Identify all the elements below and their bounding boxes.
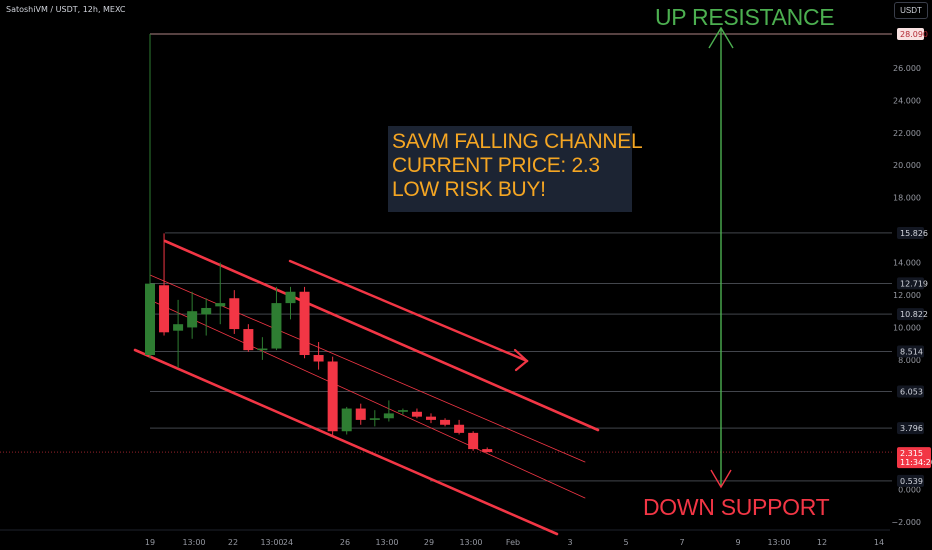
price-tag-label: 15.826 — [900, 229, 928, 238]
candle-body — [257, 348, 268, 351]
x-tick-label: 9 — [735, 538, 740, 547]
y-tick-label: 20.000 — [893, 161, 921, 170]
y-tick-label: 18.000 — [893, 194, 921, 203]
annotation-line-1: SAVM FALLING CHANNEL — [392, 130, 643, 153]
candle-body — [411, 411, 422, 417]
annotation-line-2: CURRENT PRICE: 2.3 — [392, 154, 600, 177]
candle-body — [285, 291, 296, 304]
x-tick-label: 26 — [340, 538, 350, 547]
price-tag-label: 28.090 — [900, 30, 928, 39]
y-tick-label: 22.000 — [893, 129, 921, 138]
x-tick-label: 19 — [145, 538, 155, 547]
price-tag-bg — [897, 385, 924, 398]
x-tick-label: 12 — [817, 538, 827, 547]
down-support-label: DOWN SUPPORT — [643, 494, 830, 520]
current-price-tag-bg — [897, 447, 931, 469]
annotation-box: SAVM FALLING CHANNEL CURRENT PRICE: 2.3 … — [388, 126, 643, 212]
channel-arrowhead — [513, 348, 529, 372]
x-tick-label: 22 — [228, 538, 238, 547]
candle-body — [369, 418, 380, 420]
x-tick-label: 7 — [679, 538, 684, 547]
symbol-label[interactable]: SatoshiVM / USDT, 12h, MEXC — [6, 5, 126, 14]
price-tag-label: 3.796 — [900, 424, 923, 433]
candle-body — [355, 408, 366, 420]
candle-body — [440, 419, 451, 425]
channel-line — [149, 299, 586, 499]
candle-body — [145, 283, 155, 356]
price-tag-bg — [897, 277, 924, 290]
candle-body — [229, 298, 240, 330]
candle-body — [201, 307, 212, 315]
candle-body — [215, 303, 226, 307]
candle-body — [159, 285, 170, 333]
y-tick-label: −2.000 — [891, 518, 921, 527]
price-tag-label: 12.719 — [900, 279, 928, 288]
y-tick-label: 26.000 — [893, 64, 921, 73]
price-tag-bg — [897, 422, 924, 435]
x-tick-label: 14 — [874, 538, 884, 547]
x-tick-label: 13:00 — [260, 538, 283, 547]
candle-body — [454, 424, 465, 433]
y-tick-label: 12.000 — [893, 291, 921, 300]
range-arrow-down-head — [710, 469, 732, 489]
candle-body — [341, 408, 352, 432]
candle-body — [313, 355, 324, 362]
candle-body — [426, 416, 436, 420]
candle-body — [243, 329, 254, 351]
price-tag-bg — [897, 345, 924, 358]
range-arrow-up-head — [708, 26, 734, 49]
current-price-label: 2.315 — [900, 449, 923, 458]
y-tick-label: 24.000 — [893, 96, 921, 105]
y-tick-label: 0.000 — [898, 486, 921, 495]
annotation-line-3: LOW RISK BUY! — [392, 178, 546, 201]
candle-body — [173, 324, 184, 331]
candle-body — [397, 410, 408, 412]
x-tick-label: 13:00 — [375, 538, 398, 547]
x-tick-label: 13:00 — [182, 538, 205, 547]
channel-line — [149, 274, 586, 463]
price-tag-label: 0.539 — [900, 477, 923, 486]
up-resistance-label: UP RESISTANCE — [655, 4, 835, 30]
channel-line — [163, 239, 600, 432]
candle-body — [482, 449, 493, 453]
candle-body — [187, 311, 198, 328]
price-tag-bg — [897, 28, 924, 41]
candle-body — [468, 432, 479, 450]
x-tick-label: 24 — [283, 538, 293, 547]
price-tag-label: 10.822 — [900, 310, 928, 319]
price-tag-label: 8.514 — [900, 348, 923, 357]
currency-button[interactable]: USDT — [894, 2, 928, 19]
x-tick-label: 29 — [424, 538, 434, 547]
x-tick-label: 5 — [623, 538, 628, 547]
y-tick-label: 8.000 — [898, 356, 921, 365]
price-tag-label: 6.053 — [900, 387, 923, 396]
candle-body — [327, 361, 338, 432]
countdown-label: 11:34:20 — [900, 458, 932, 467]
y-tick-label: 14.000 — [893, 259, 921, 268]
x-tick-label: 3 — [567, 538, 572, 547]
x-tick-label: Feb — [506, 538, 520, 547]
x-tick-label: 13:00 — [459, 538, 482, 547]
price-tag-bg — [897, 474, 924, 487]
candle-body — [383, 413, 394, 419]
y-tick-label: 10.000 — [893, 323, 921, 332]
price-tag-bg — [897, 226, 924, 239]
price-tag-bg — [897, 308, 924, 321]
channel-line — [133, 348, 559, 536]
candle-body — [271, 303, 282, 349]
x-tick-label: 13:00 — [767, 538, 790, 547]
channel-line — [288, 259, 529, 363]
candle-body — [299, 291, 310, 356]
